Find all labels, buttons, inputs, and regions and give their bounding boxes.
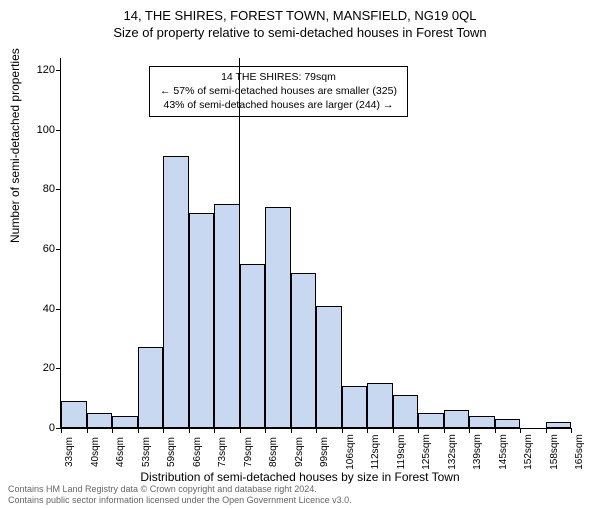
copyright-line2: Contains public sector information licen…: [8, 495, 352, 505]
xtick-label: 66sqm: [192, 437, 203, 467]
histogram-bar: [87, 413, 113, 428]
xtick-mark: [393, 428, 394, 433]
xtick-mark: [138, 428, 139, 433]
xtick-mark: [546, 428, 547, 433]
xtick-label: 112sqm: [370, 435, 381, 470]
histogram-bar: [61, 401, 87, 428]
xtick-mark: [189, 428, 190, 433]
histogram-bar: [393, 395, 419, 428]
ytick-label: 60: [5, 243, 55, 255]
xtick-label: 33sqm: [64, 437, 75, 467]
xtick-mark: [316, 428, 317, 433]
xtick-mark: [87, 428, 88, 433]
histogram-bar: [138, 347, 164, 428]
xtick-label: 73sqm: [217, 437, 228, 467]
chart-title: 14, THE SHIRES, FOREST TOWN, MANSFIELD, …: [0, 8, 600, 23]
histogram-bar: [265, 207, 291, 428]
xtick-mark: [61, 428, 62, 433]
xtick-label: 59sqm: [166, 437, 177, 467]
annotation-line3: 43% of semi-detached houses are larger (…: [160, 98, 397, 112]
xtick-label: 152sqm: [523, 434, 534, 470]
histogram-bar: [367, 383, 393, 428]
plot-area: 14 THE SHIRES: 79sqm ← 57% of semi-detac…: [60, 58, 571, 429]
ytick-label: 120: [5, 64, 55, 76]
xtick-label: 92sqm: [294, 437, 305, 467]
xtick-mark: [291, 428, 292, 433]
xtick-label: 119sqm: [396, 435, 407, 470]
chart-container: 14, THE SHIRES, FOREST TOWN, MANSFIELD, …: [0, 8, 600, 508]
histogram-bar: [163, 156, 189, 428]
xtick-mark: [163, 428, 164, 433]
copyright-notice: Contains HM Land Registry data © Crown c…: [8, 484, 352, 506]
histogram-bar: [240, 264, 266, 428]
xtick-mark: [367, 428, 368, 433]
ytick-mark: [56, 70, 61, 71]
ytick-label: 40: [5, 303, 55, 315]
xtick-mark: [469, 428, 470, 433]
ytick-mark: [56, 309, 61, 310]
xtick-mark: [342, 428, 343, 433]
xtick-mark: [214, 428, 215, 433]
xtick-label: 79sqm: [243, 437, 254, 467]
xtick-label: 139sqm: [472, 434, 483, 470]
histogram-bar: [189, 213, 215, 428]
xtick-mark: [571, 428, 572, 433]
histogram-bar: [546, 422, 572, 428]
property-marker-line: [239, 58, 241, 428]
annotation-box: 14 THE SHIRES: 79sqm ← 57% of semi-detac…: [149, 66, 408, 117]
ytick-label: 20: [5, 362, 55, 374]
xtick-label: 145sqm: [498, 434, 509, 470]
ytick-label: 80: [5, 183, 55, 195]
xtick-mark: [418, 428, 419, 433]
xtick-label: 86sqm: [268, 437, 279, 467]
histogram-bar: [495, 419, 521, 428]
xtick-mark: [495, 428, 496, 433]
ytick-mark: [56, 368, 61, 369]
annotation-line1: 14 THE SHIRES: 79sqm: [160, 70, 397, 84]
ytick-mark: [56, 130, 61, 131]
histogram-bar: [469, 416, 495, 428]
xtick-mark: [444, 428, 445, 433]
xtick-label: 99sqm: [319, 437, 330, 467]
xtick-mark: [112, 428, 113, 433]
xtick-mark: [240, 428, 241, 433]
xtick-label: 158sqm: [549, 434, 560, 470]
ytick-mark: [56, 189, 61, 190]
xtick-label: 46sqm: [115, 437, 126, 467]
ytick-mark: [56, 249, 61, 250]
xtick-label: 106sqm: [345, 434, 356, 470]
annotation-line2: ← 57% of semi-detached houses are smalle…: [160, 84, 397, 98]
xtick-label: 125sqm: [421, 434, 432, 470]
xtick-mark: [520, 428, 521, 433]
histogram-bar: [316, 306, 342, 428]
histogram-bar: [291, 273, 317, 428]
xtick-label: 40sqm: [90, 437, 101, 467]
histogram-bar: [418, 413, 444, 428]
ytick-label: 0: [5, 422, 55, 434]
histogram-bar: [444, 410, 470, 428]
copyright-line1: Contains HM Land Registry data © Crown c…: [8, 484, 317, 494]
chart-subtitle: Size of property relative to semi-detach…: [0, 25, 600, 40]
y-axis-label: Number of semi-detached properties: [8, 48, 22, 243]
xtick-label: 53sqm: [141, 437, 152, 467]
x-axis-label: Distribution of semi-detached houses by …: [0, 470, 600, 484]
xtick-label: 165sqm: [574, 434, 585, 470]
xtick-label: 132sqm: [447, 434, 458, 470]
histogram-bar: [342, 386, 368, 428]
histogram-bar: [214, 204, 240, 428]
histogram-bar: [112, 416, 138, 428]
xtick-mark: [265, 428, 266, 433]
ytick-label: 100: [5, 124, 55, 136]
